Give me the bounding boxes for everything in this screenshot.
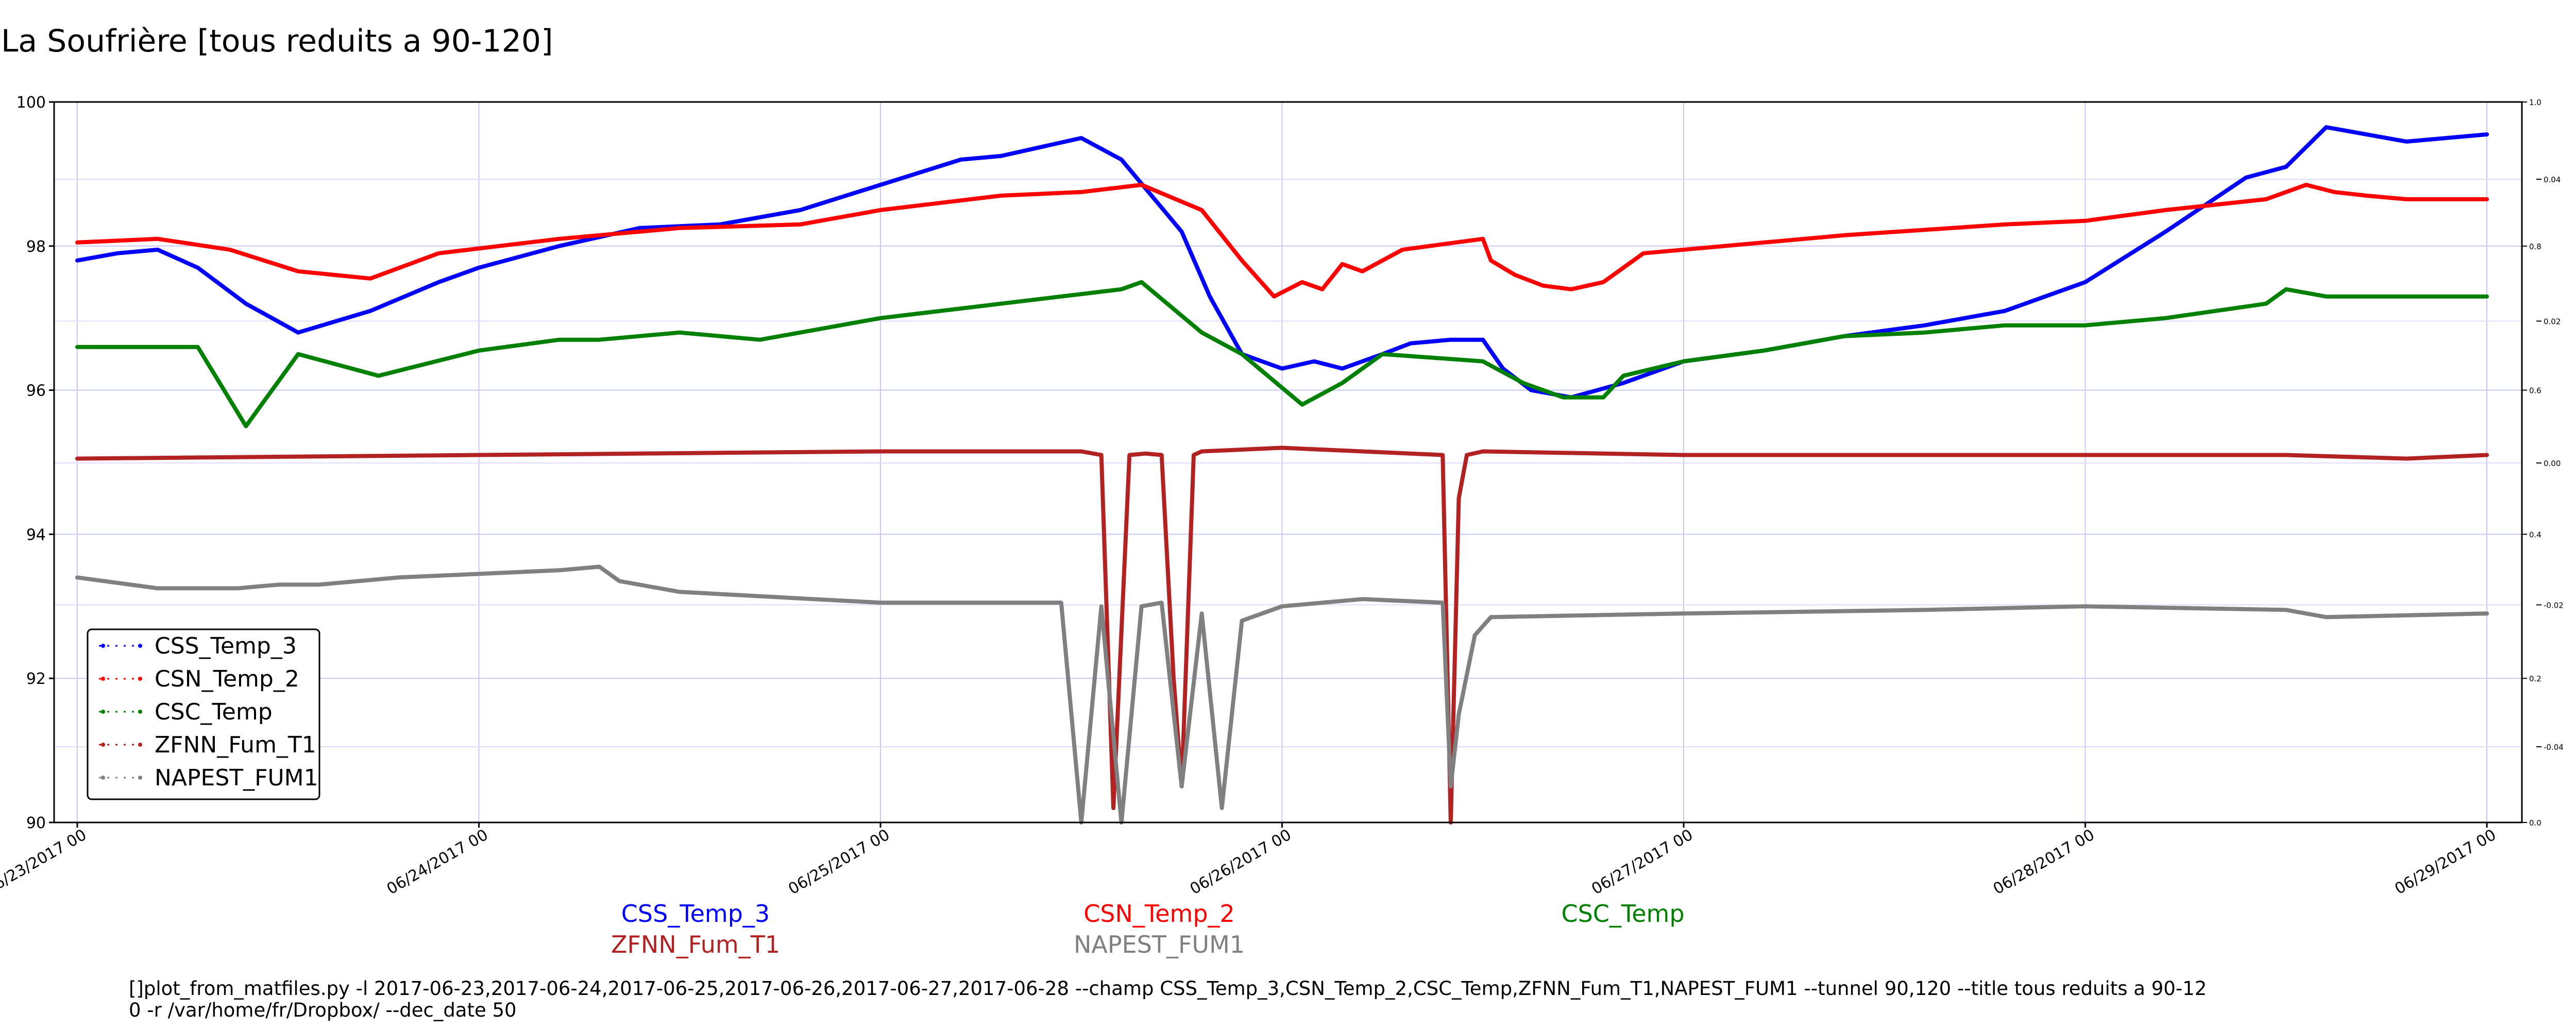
x-tick-label: 06/28/2017 00 xyxy=(1990,826,2098,899)
legend-marker-napest-fum1 xyxy=(138,776,142,780)
right-tick-label: 0.8 xyxy=(2529,242,2541,251)
y-tick-label: 100 xyxy=(16,94,46,112)
inner-right-tick-label: 0.04 xyxy=(2544,175,2561,184)
chart-title: La Soufrière [tous reduits a 90-120] xyxy=(1,23,553,59)
legend-marker-css-temp-3 xyxy=(138,644,142,648)
legend-marker-zfnn-fum-t1 xyxy=(138,743,142,747)
legend[interactable]: CSS_Temp_3 CSN_Temp_2 CSC_Temp ZFNN_Fum_T1 N… xyxy=(87,628,320,800)
command-line-2: 0 -r /var/home/fr/Dropbox/ --dec_date 50 xyxy=(129,999,517,1021)
legend-marker-napest-fum1 xyxy=(101,776,105,780)
x-tick-label: 06/26/2017 00 xyxy=(1187,826,1295,899)
legend-label-css-temp-3: CSS_Temp_3 xyxy=(155,633,297,659)
series-layer xyxy=(75,125,2489,825)
right-tick-label: 0.2 xyxy=(2529,674,2541,683)
inner-right-tick-label: 0.02 xyxy=(2544,317,2561,327)
y-tick-label: 94 xyxy=(26,526,46,544)
legend-frame xyxy=(87,628,320,800)
legend-marker-csc-temp xyxy=(138,710,142,714)
legend-marker-csn-temp-2 xyxy=(138,677,142,681)
legend-marker-csc-temp xyxy=(101,710,105,714)
caption-csc-temp: CSC_Temp xyxy=(1561,900,1684,928)
caption-zfnn-fum-t1: ZFNN_Fum_T1 xyxy=(611,931,780,958)
right-tick-label: 1.0 xyxy=(2529,98,2541,107)
legend-marker-css-temp-3 xyxy=(101,644,105,648)
y-tick-label: 96 xyxy=(26,382,46,400)
caption-css-temp-3: CSS_Temp_3 xyxy=(621,900,770,928)
x-tick-label: 06/27/2017 00 xyxy=(1588,826,1696,899)
series-zfnn-fum-t1 xyxy=(75,445,2489,825)
x-tick-label: 06/23/2017 00 xyxy=(0,826,90,899)
x-tick-label: 06/24/2017 00 xyxy=(384,826,492,899)
command-line: []plot_from_matfiles.py -l 2017-06-23,20… xyxy=(129,977,2207,1021)
y-tick-label: 92 xyxy=(26,670,46,688)
x-tick-label: 06/25/2017 00 xyxy=(785,826,893,899)
plot-frame xyxy=(53,101,2523,823)
command-line-1: []plot_from_matfiles.py -l 2017-06-23,20… xyxy=(129,977,2207,1000)
legend-label-csn-temp-2: CSN_Temp_2 xyxy=(155,666,299,692)
x-tick-label: 06/29/2017 00 xyxy=(2392,826,2499,899)
legend-label-zfnn-fum-t1: ZFNN_Fum_T1 xyxy=(155,732,316,758)
series-napest-fum1 xyxy=(75,564,2489,825)
series-css-temp-3 xyxy=(75,125,2489,400)
caption-napest-fum1: NAPEST_FUM1 xyxy=(1074,931,1245,958)
right-tick-label: 0.0 xyxy=(2529,818,2541,828)
right-tick-label: 0.4 xyxy=(2529,530,2541,539)
legend-marker-zfnn-fum-t1 xyxy=(101,743,105,747)
y-tick-label: 98 xyxy=(26,238,46,256)
inner-right-tick-label: 0.00 xyxy=(2544,459,2561,468)
inner-right-tick-label: -0.04 xyxy=(2544,743,2564,752)
series-csn-temp-2 xyxy=(75,182,2489,299)
y-tick-label: 90 xyxy=(26,814,46,832)
legend-label-csc-temp: CSC_Temp xyxy=(155,699,273,725)
right-tick-label: 0.6 xyxy=(2529,386,2541,396)
inner-right-tick-label: -0.02 xyxy=(2544,601,2564,610)
caption-csn-temp-2: CSN_Temp_2 xyxy=(1083,900,1235,928)
legend-marker-csn-temp-2 xyxy=(101,677,105,681)
legend-label-napest-fum1: NAPEST_FUM1 xyxy=(155,765,318,791)
series-csc-temp xyxy=(75,280,2489,428)
series-captions: CSS_Temp_3 CSN_Temp_2 CSC_Temp ZFNN_Fum_T1 N… xyxy=(611,900,1685,958)
